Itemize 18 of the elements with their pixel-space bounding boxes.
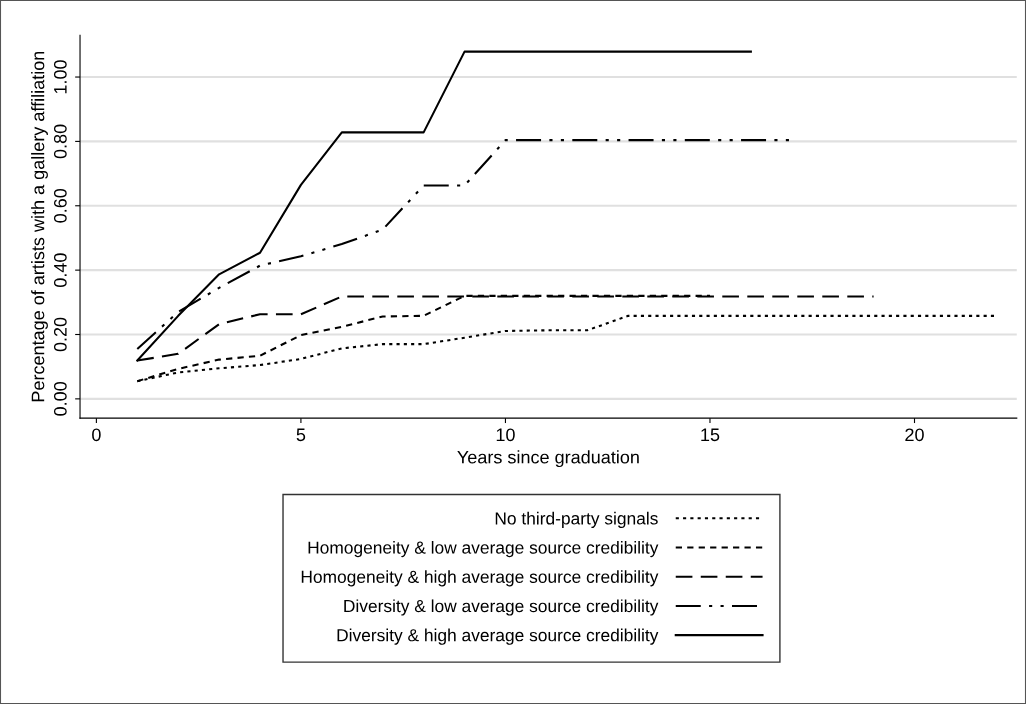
legend-label: No third-party signals — [495, 511, 658, 528]
legend-label: Homogeneity & low average source credibility — [308, 541, 659, 558]
y-tick-label: 0.60 — [53, 188, 67, 223]
legend-label: Homogeneity & high average source credibility — [301, 570, 659, 587]
x-tick-label: 20 — [905, 428, 924, 442]
x-tick-label: 10 — [496, 428, 515, 442]
y-tick-label: 1.00 — [53, 60, 67, 94]
legend-label: Diversity & high average source credibility — [337, 628, 659, 645]
x-tick-label: 15 — [701, 428, 720, 442]
y-tick-label: 0.40 — [53, 253, 67, 287]
y-tick-label: 0.20 — [53, 317, 67, 352]
x-tick-label: 0 — [92, 428, 101, 442]
y-axis-title: Percentage of artists with a gallery affiliation — [31, 51, 48, 402]
y-tick-label: 0.80 — [53, 124, 67, 159]
y-tick-label: 0.00 — [53, 382, 67, 416]
x-tick-label: 5 — [296, 428, 306, 442]
x-axis-title: Years since graduation — [457, 450, 639, 468]
legend-label: Diversity & low average source credibility — [344, 599, 659, 616]
